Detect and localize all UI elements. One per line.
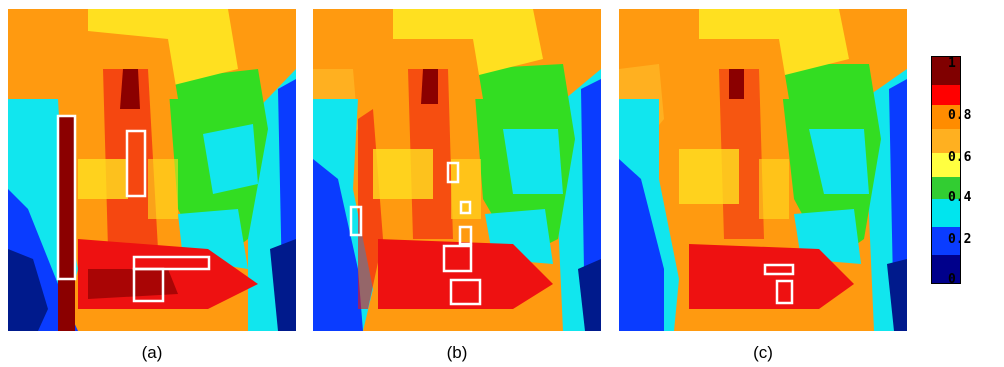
highlight-box (775, 279, 794, 305)
highlight-box (459, 200, 472, 215)
highlight-box (446, 161, 460, 184)
heatmap-panel-a (8, 9, 296, 331)
heatmap-image-c (619, 9, 907, 331)
highlight-box (763, 263, 795, 276)
colorbar-tick: 0.6 (948, 150, 972, 165)
highlight-box (449, 278, 482, 306)
heatmap-panel-c (619, 9, 907, 331)
colorbar-tick: 0.2 (948, 232, 972, 247)
highlight-box (125, 129, 147, 198)
highlight-box (458, 225, 473, 246)
heatmap-panel-b (313, 9, 601, 331)
panel-label-a: (a) (141, 343, 163, 362)
colorbar-tick: 0.8 (948, 108, 972, 123)
heatmap-image-b (313, 9, 601, 331)
highlight-box (442, 244, 473, 273)
heatmap-image-a (8, 9, 296, 331)
highlight-box (56, 114, 77, 281)
highlight-box (349, 205, 363, 237)
colorbar (931, 56, 961, 284)
highlight-box (132, 255, 211, 271)
highlight-box (132, 267, 165, 303)
colorbar-tick: 0 (948, 272, 956, 287)
colorbar-tick: 1 (948, 56, 956, 71)
colorbar-tick: 0.4 (948, 190, 972, 205)
panel-label-c: (c) (753, 343, 773, 362)
panel-label-b: (b) (446, 343, 468, 362)
